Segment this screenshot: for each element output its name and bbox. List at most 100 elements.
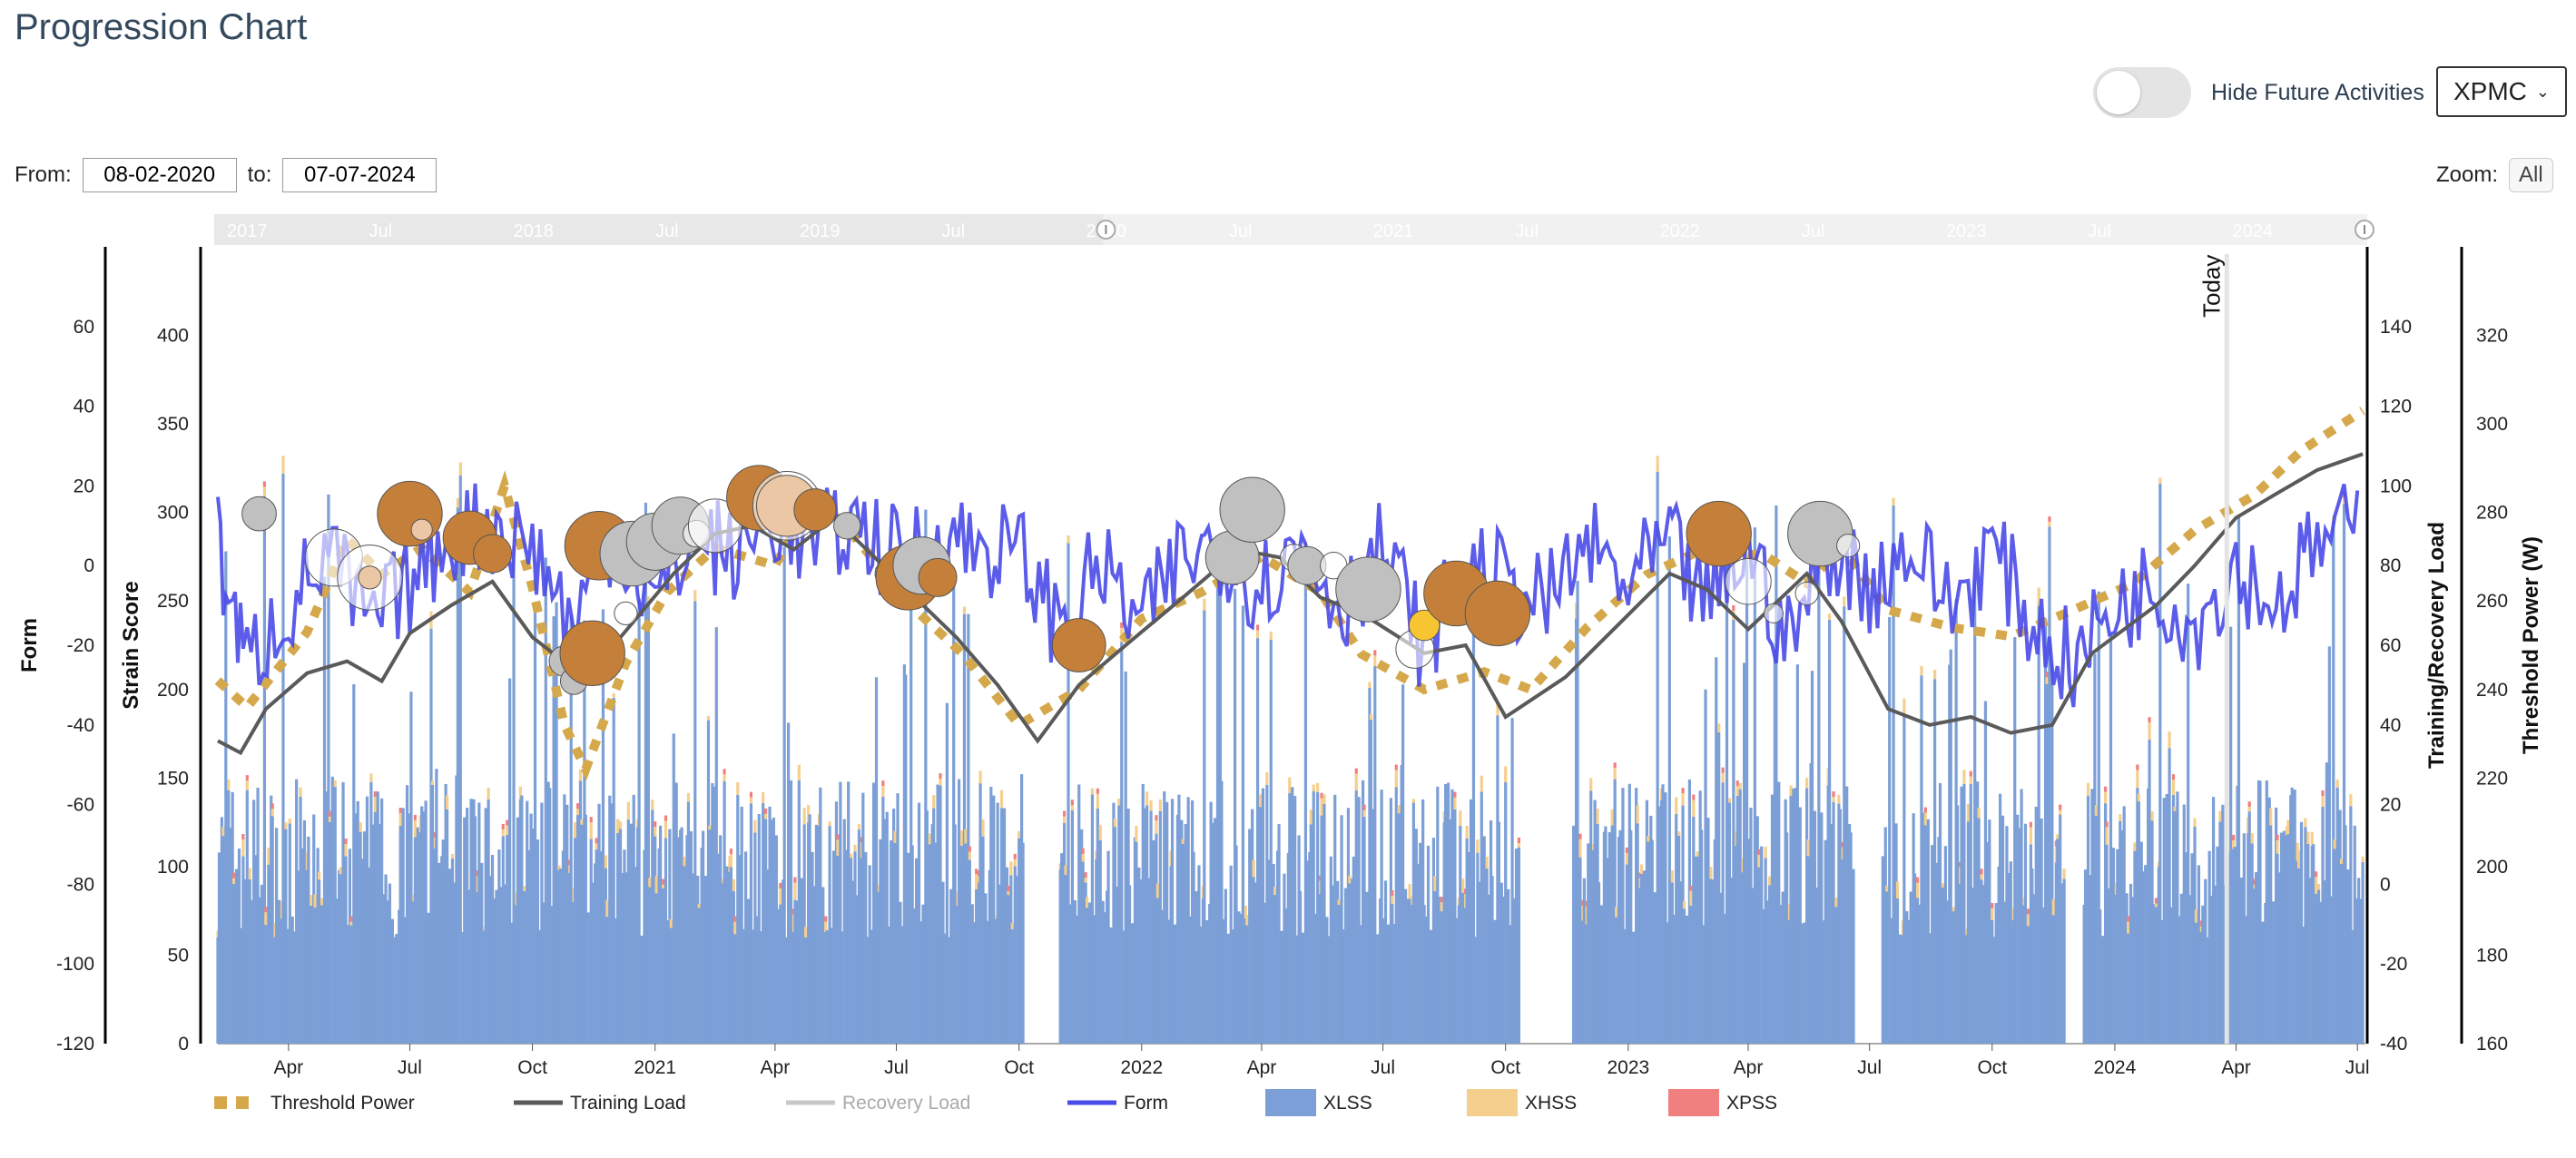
xlss-bar bbox=[615, 833, 620, 1044]
xlss-bar bbox=[1657, 806, 1661, 1044]
xlss-bar bbox=[1717, 732, 1721, 1044]
xlss-bar bbox=[495, 889, 498, 1044]
xpss-bar bbox=[1832, 791, 1835, 798]
xlss-bar bbox=[558, 868, 563, 1044]
xlss-bar bbox=[1283, 908, 1287, 1044]
navigator-handle[interactable] bbox=[1096, 220, 1116, 240]
xlss-bar bbox=[217, 852, 221, 1044]
profile-select[interactable]: XPMC ⌄ bbox=[2436, 66, 2567, 117]
xlss-bar bbox=[686, 801, 691, 1044]
xlss-bar bbox=[1103, 912, 1106, 1044]
xlss-bar bbox=[1226, 933, 1230, 1044]
xpss-bar bbox=[2136, 764, 2139, 770]
xlss-bar bbox=[2059, 814, 2062, 1044]
xhss-bar bbox=[589, 822, 593, 839]
xlss-bar bbox=[1490, 876, 1494, 1044]
xhss-bar bbox=[288, 818, 291, 824]
hide-future-toggle[interactable] bbox=[2093, 67, 2191, 118]
legend-item-recovery_load[interactable]: Recovery Load bbox=[786, 1093, 970, 1114]
xlss-bar bbox=[2307, 878, 2311, 1044]
load-tick-label: 140 bbox=[2380, 317, 2412, 338]
page-title: Progression Chart bbox=[15, 7, 308, 47]
legend-item-threshold_power[interactable]: Threshold Power bbox=[214, 1093, 415, 1114]
xlss-bar bbox=[2218, 821, 2222, 1044]
xlss-bar bbox=[1493, 919, 1497, 1044]
xlss-bar bbox=[398, 826, 402, 1044]
navigator-handle[interactable] bbox=[2355, 220, 2374, 240]
xlss-bar bbox=[612, 697, 615, 1044]
threshold-tick-label: 240 bbox=[2476, 680, 2508, 701]
xpss-bar bbox=[2232, 834, 2236, 840]
xlss-bar bbox=[1293, 796, 1297, 1044]
xlss-bar bbox=[1971, 888, 1974, 1044]
legend-item-xpss[interactable]: XPSS bbox=[1668, 1089, 1777, 1116]
xlss-bar bbox=[2133, 850, 2137, 1044]
zoom-all-button[interactable]: All bbox=[2509, 158, 2553, 192]
activity-bubble bbox=[1725, 558, 1772, 605]
xlss-bar bbox=[569, 614, 573, 1044]
legend-item-xlss[interactable]: XLSS bbox=[1265, 1089, 1372, 1116]
xhss-bar bbox=[1496, 703, 1499, 716]
xhss-bar bbox=[2059, 810, 2062, 815]
xlss-bar bbox=[1258, 807, 1263, 1044]
xlss-bar bbox=[1775, 505, 1778, 1044]
xhss-bar bbox=[2173, 806, 2177, 811]
xlss-bar bbox=[2276, 853, 2279, 1044]
xpss-bar bbox=[793, 877, 797, 883]
xhss-bar bbox=[708, 825, 712, 830]
xlss-bar bbox=[1298, 890, 1303, 1044]
xhss-bar bbox=[962, 606, 967, 614]
toggle-knob bbox=[2097, 71, 2140, 114]
xhss-bar bbox=[1636, 805, 1639, 824]
xhss-bar bbox=[2315, 877, 2318, 894]
xlss-bar bbox=[601, 609, 605, 1044]
xlss-bar bbox=[1885, 891, 1889, 1044]
load-tick-label: -20 bbox=[2380, 954, 2407, 975]
xlss-bar bbox=[221, 836, 225, 1044]
xlss-bar bbox=[1273, 895, 1277, 1044]
xpss-bar bbox=[2276, 834, 2279, 840]
xlss-bar bbox=[999, 808, 1004, 1044]
xlss-bar bbox=[256, 787, 260, 1044]
xhss-bar bbox=[793, 882, 797, 900]
xlss-bar bbox=[484, 808, 487, 1044]
xlss-bar bbox=[565, 804, 569, 1044]
xlss-bar bbox=[1215, 542, 1220, 1044]
legend-item-training_load[interactable]: Training Load bbox=[514, 1093, 686, 1114]
xlss-bar bbox=[957, 779, 961, 1044]
to-date-input[interactable] bbox=[282, 158, 438, 192]
xlss-bar bbox=[1934, 862, 1938, 1044]
xlss-bar bbox=[1767, 885, 1772, 1044]
xlss-bar bbox=[648, 887, 652, 1044]
xhss-bar bbox=[1461, 878, 1465, 893]
xlss-bar bbox=[1587, 843, 1590, 1044]
xlss-bar bbox=[2026, 926, 2030, 1044]
activity-bubble bbox=[793, 488, 837, 532]
legend-item-xhss[interactable]: XHSS bbox=[1467, 1089, 1577, 1116]
from-date-input[interactable] bbox=[82, 158, 237, 192]
x-tick-label: Apr bbox=[273, 1057, 303, 1078]
navigator-tick-label: Jul bbox=[1802, 221, 1825, 241]
xlss-bar bbox=[250, 899, 253, 1044]
legend-item-form[interactable]: Form bbox=[1067, 1093, 1168, 1114]
xlss-bar bbox=[1070, 810, 1075, 1044]
xlss-bar bbox=[405, 785, 409, 1044]
xlss-bar bbox=[1672, 915, 1676, 1044]
form-tick-label: -20 bbox=[67, 635, 94, 656]
xlss-bar bbox=[2119, 829, 2123, 1044]
xlss-bar bbox=[403, 917, 407, 1044]
xhss-bar bbox=[318, 871, 321, 880]
activity-bubble bbox=[1219, 476, 1285, 543]
xlss-bar bbox=[740, 806, 743, 1044]
chevron-down-icon: ⌄ bbox=[2535, 82, 2550, 101]
xhss-bar bbox=[1369, 713, 1372, 721]
xhss-bar bbox=[1670, 869, 1674, 883]
xlss-bar bbox=[811, 851, 814, 1044]
load-tick-label: 20 bbox=[2380, 795, 2401, 816]
legend-symbol bbox=[1467, 1089, 1518, 1116]
xlss-bar bbox=[729, 867, 733, 1044]
xhss-bar bbox=[1885, 885, 1889, 892]
xlss-bar bbox=[1316, 791, 1320, 1044]
xlss-bar bbox=[1440, 911, 1443, 1044]
xlss-bar bbox=[1849, 832, 1853, 1044]
